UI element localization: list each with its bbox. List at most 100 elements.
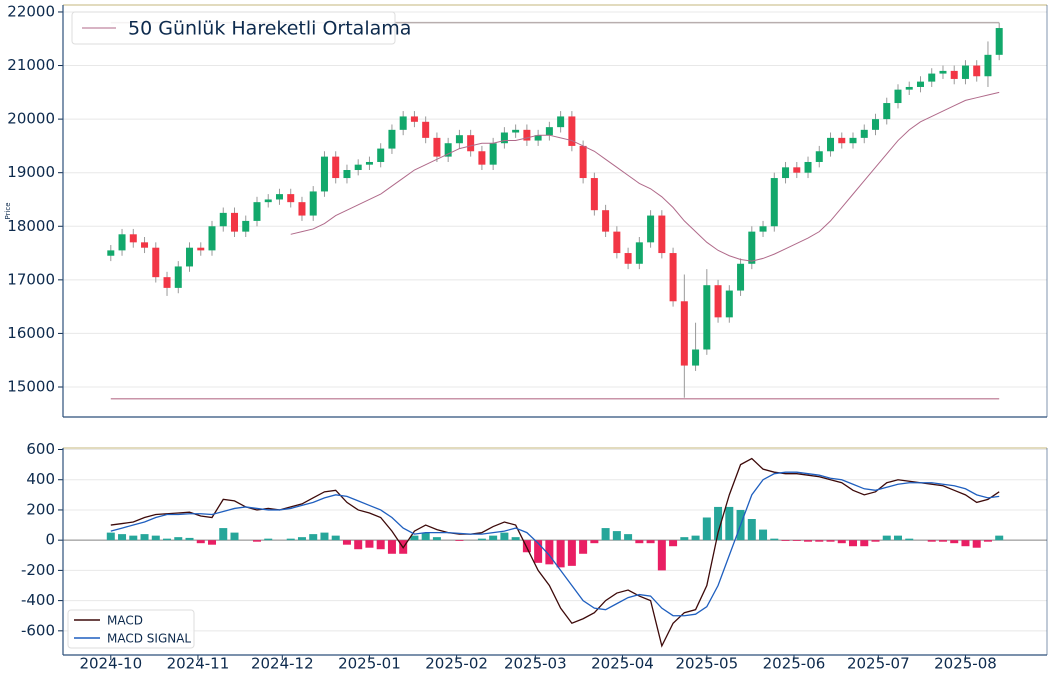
candle-body — [410, 116, 418, 122]
candle-body — [849, 137, 857, 144]
histogram-bar — [489, 535, 498, 541]
y-tick-label: 16000 — [7, 324, 55, 342]
x-tick-label: 2025-07 — [847, 655, 910, 673]
macd-line — [110, 471, 1000, 617]
candle-body — [107, 250, 115, 256]
candle-body — [298, 202, 306, 216]
histogram-bar — [882, 535, 891, 541]
histogram-bar — [534, 540, 543, 563]
candle-body — [759, 226, 767, 232]
candle-body — [658, 215, 666, 254]
y-tick-label: 17000 — [7, 270, 55, 288]
candle-body — [219, 212, 227, 227]
y-tick-label: -200 — [21, 561, 55, 579]
histogram-bar — [432, 537, 441, 541]
candle-body — [838, 137, 846, 144]
histogram-bar — [893, 535, 902, 541]
histogram-bar — [365, 540, 374, 548]
histogram-bar — [163, 538, 172, 541]
histogram-bar — [376, 540, 385, 550]
candle-body — [737, 263, 745, 291]
x-tick-label: 2025-01 — [338, 655, 401, 673]
candle-body — [984, 54, 992, 77]
histogram-bar — [567, 540, 576, 566]
candle-body — [253, 202, 261, 221]
histogram-bar — [725, 506, 734, 541]
candle-body — [197, 247, 205, 251]
candle-body — [557, 116, 565, 128]
candle-body — [872, 119, 880, 130]
candle-body — [186, 247, 194, 267]
candle-body — [275, 194, 283, 200]
histogram-bar — [511, 537, 520, 541]
candle-body — [230, 212, 238, 232]
legend-label: MACD — [107, 614, 143, 628]
histogram-bar — [849, 540, 858, 547]
legend-box — [71, 11, 396, 45]
histogram-bar — [264, 538, 273, 541]
histogram-bar — [174, 537, 183, 541]
histogram-bar — [129, 535, 138, 541]
histogram-bar — [612, 531, 621, 541]
legend-label: MACD SIGNAL — [107, 632, 191, 646]
moving-average — [290, 91, 1000, 262]
histogram-bar — [624, 534, 633, 541]
candle-body — [287, 194, 295, 203]
histogram-bar — [804, 540, 813, 542]
candle-body — [264, 199, 272, 203]
histogram-bar — [646, 540, 655, 544]
candle-body — [883, 103, 891, 120]
x-tick-label: 2025-08 — [934, 655, 997, 673]
candle-body — [174, 266, 182, 288]
y-tick-label: 22000 — [7, 2, 55, 20]
histogram-bar — [815, 540, 824, 542]
histogram-bar — [286, 538, 295, 541]
candle-body — [613, 231, 621, 254]
candle-body — [141, 242, 149, 248]
histogram-bar — [680, 537, 689, 541]
histogram-bar — [871, 540, 880, 542]
y-tick-label: 200 — [26, 500, 55, 518]
candle-body — [894, 89, 902, 104]
candle-body — [647, 215, 655, 243]
candle-body — [950, 70, 958, 79]
histogram-bar — [961, 540, 970, 547]
y-tick-label: -400 — [21, 591, 55, 609]
candle-body — [500, 132, 508, 144]
candle-body — [332, 156, 340, 179]
histogram-bar — [691, 535, 700, 541]
histogram-bar — [387, 540, 396, 554]
x-tick-label: 2025-04 — [591, 655, 654, 673]
macd-line — [110, 457, 1000, 648]
candle-body — [354, 164, 362, 171]
y-tick-label: 18000 — [7, 217, 55, 235]
candle-body — [545, 127, 553, 136]
histogram-bar — [579, 540, 588, 554]
histogram-bar — [421, 532, 430, 541]
histogram-bar — [635, 540, 644, 544]
candle-body — [365, 161, 373, 165]
histogram-bar — [702, 517, 711, 541]
histogram-bar — [590, 540, 599, 544]
histogram-bar — [747, 519, 756, 541]
candle-body — [118, 234, 126, 251]
histogram-bar — [140, 534, 149, 541]
histogram-bar — [860, 540, 869, 547]
candle-body — [624, 253, 632, 264]
y-tick-label: -600 — [21, 621, 55, 639]
histogram-bar — [342, 540, 351, 545]
y-tick-label: 19000 — [7, 163, 55, 181]
histogram-bar — [770, 538, 779, 541]
histogram-bar — [252, 540, 261, 542]
candle-body — [129, 234, 137, 243]
x-tick-label: 2024-11 — [167, 655, 230, 673]
histogram-bar — [950, 540, 959, 544]
candle-body — [692, 349, 700, 366]
histogram-bar — [219, 528, 228, 541]
y-tick-label: 20000 — [7, 110, 55, 128]
histogram-bar — [905, 538, 914, 541]
candle-body — [782, 167, 790, 179]
candle-body — [714, 285, 722, 318]
histogram-bar — [354, 540, 363, 550]
y-tick-label: 21000 — [7, 56, 55, 74]
